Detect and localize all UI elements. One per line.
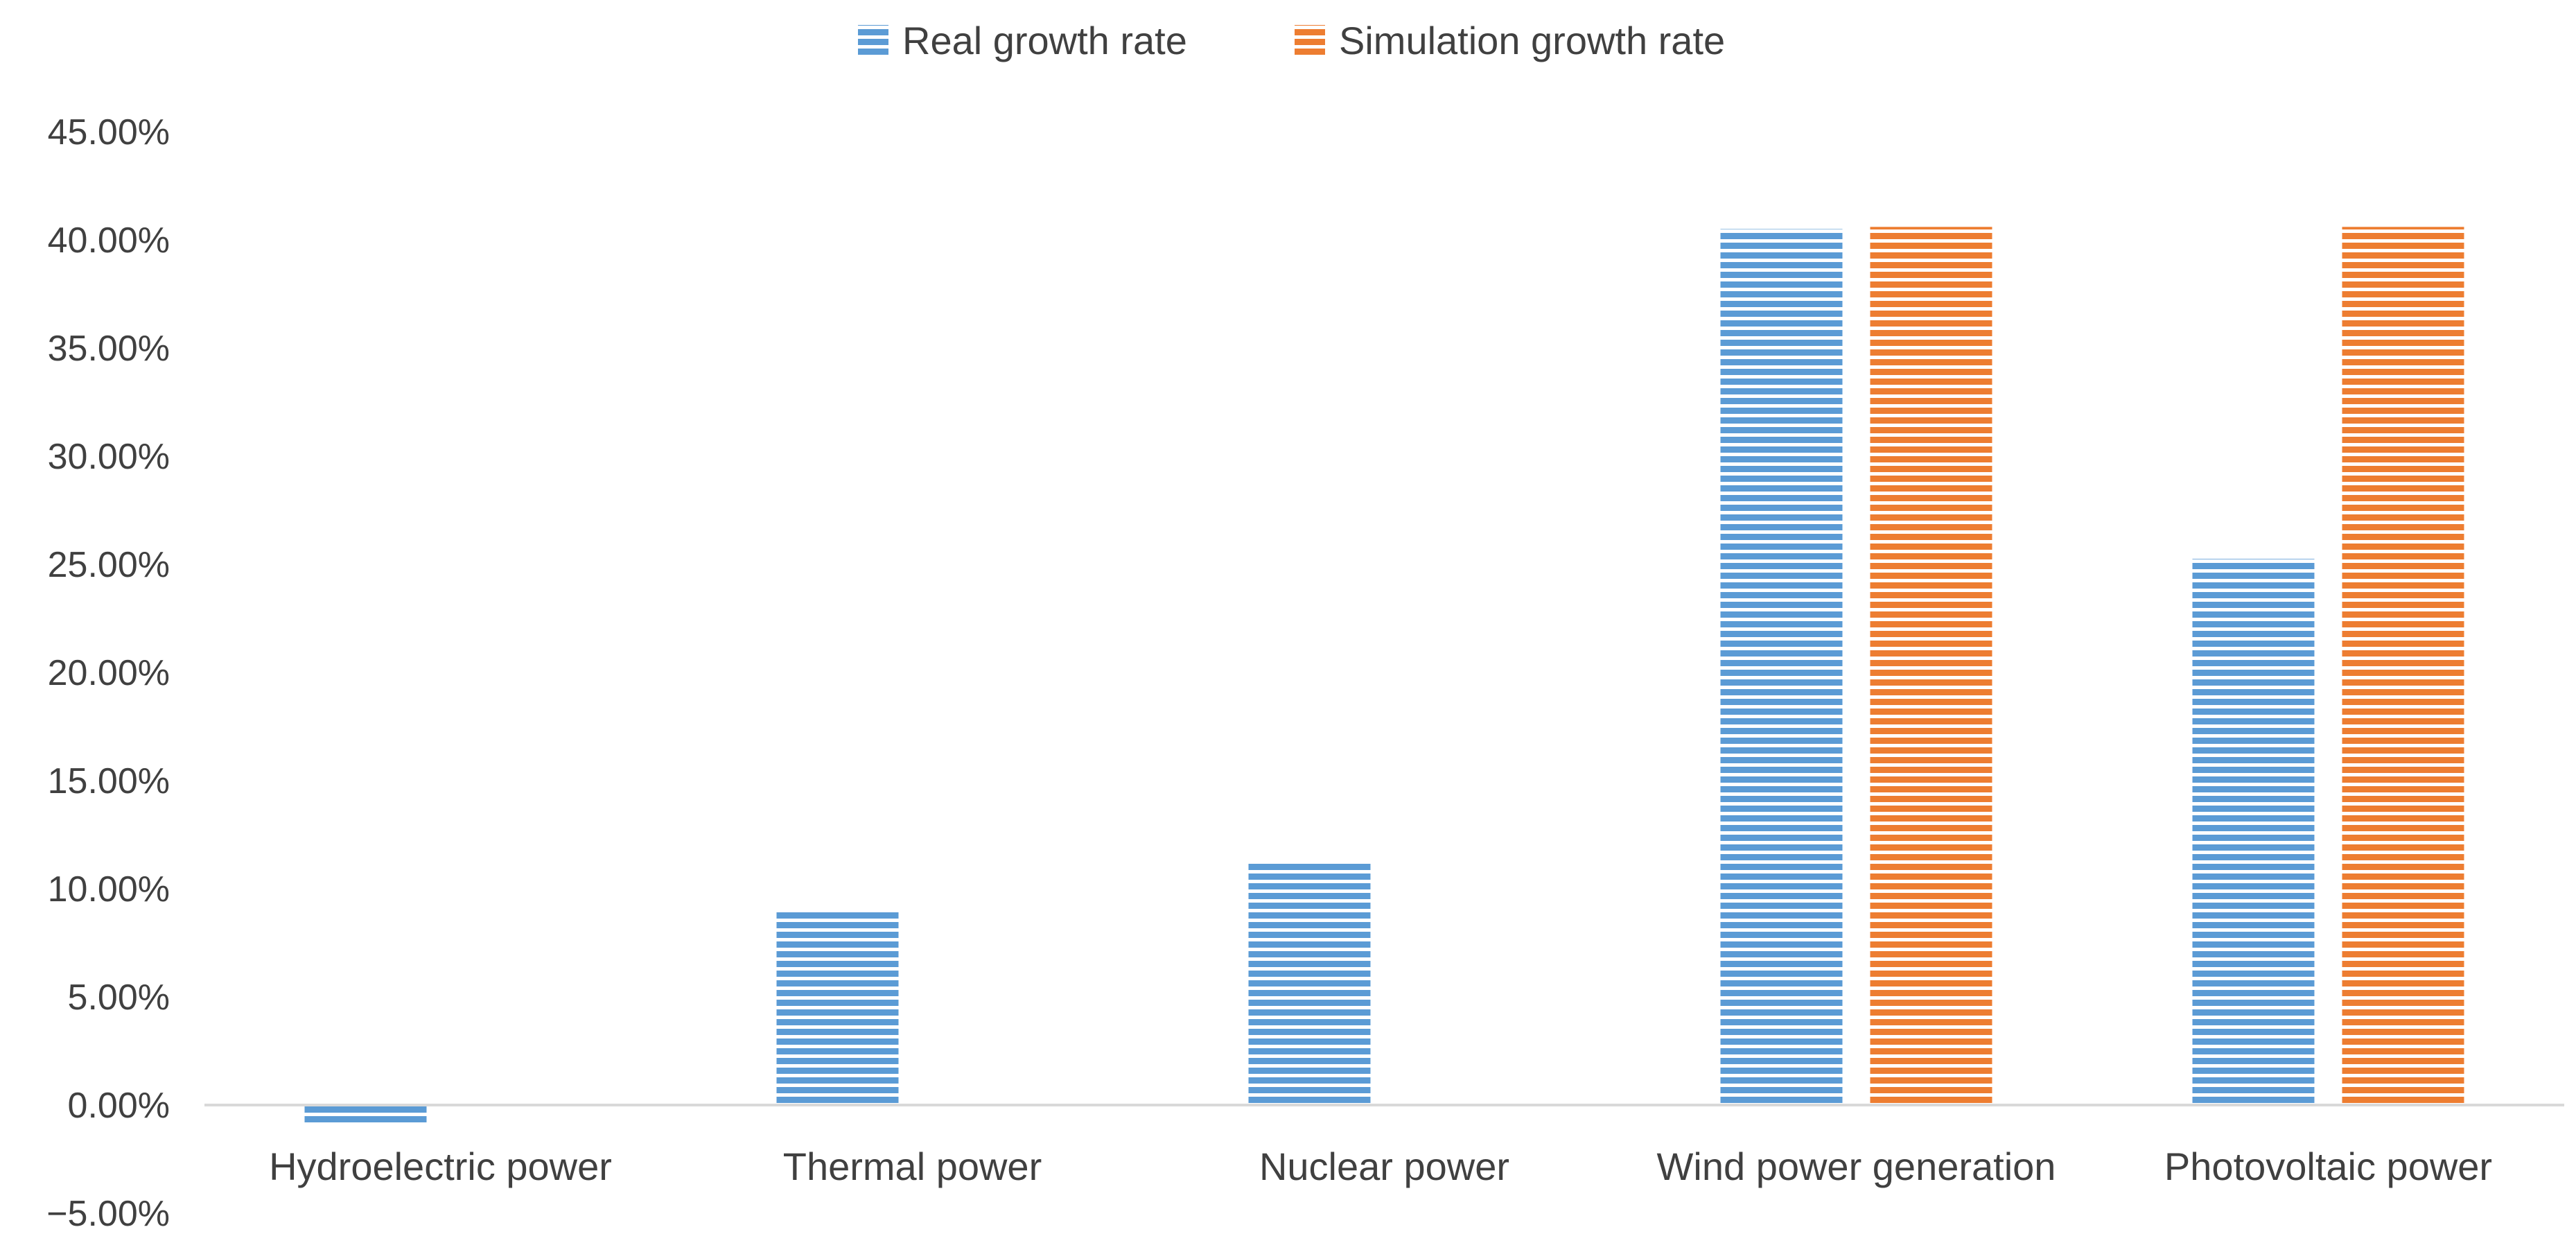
real-legend-swatch	[858, 25, 888, 55]
simulation-growth-bar	[1870, 227, 1992, 1105]
real-growth-bar	[776, 910, 899, 1105]
y-tick-label: 20.00%	[48, 653, 170, 693]
y-tick-label: 40.00%	[48, 220, 170, 261]
y-tick-label: 25.00%	[48, 545, 170, 585]
y-tick-label: 15.00%	[48, 761, 170, 801]
y-tick-label: 5.00%	[68, 977, 170, 1018]
legend-label: Real growth rate	[902, 19, 1187, 62]
real-growth-bar	[1720, 229, 1843, 1105]
real-growth-bar	[304, 1105, 427, 1126]
real-growth-bar	[2192, 559, 2315, 1105]
y-tick-label: 30.00%	[48, 437, 170, 477]
category-labels: Hydroelectric power Thermal power Nuclear …	[269, 1145, 2492, 1188]
y-axis: 45.00% 40.00% 35.00% 30.00% 25.00% 20.00% 15.0…	[46, 112, 170, 1234]
category-label: Wind power generation	[1657, 1145, 2056, 1188]
category-label: Hydroelectric power	[269, 1145, 612, 1188]
y-tick-label: 35.00%	[48, 329, 170, 369]
category-label: Thermal power	[783, 1145, 1042, 1188]
category-label: Photovoltaic power	[2164, 1145, 2492, 1188]
category-label: Nuclear power	[1259, 1145, 1509, 1188]
y-tick-label: 10.00%	[48, 869, 170, 910]
simulation-growth-bar	[2342, 227, 2464, 1105]
real-growth-bar	[1248, 862, 1371, 1105]
simulation-legend-swatch	[1295, 25, 1325, 55]
legend: Real growth rate Simulation growth rate	[858, 19, 1725, 62]
legend-label: Simulation growth rate	[1339, 19, 1725, 62]
y-tick-label: −5.00%	[46, 1194, 170, 1234]
y-tick-label: 0.00%	[68, 1086, 170, 1126]
bars	[304, 227, 2464, 1126]
y-tick-label: 45.00%	[48, 112, 170, 153]
